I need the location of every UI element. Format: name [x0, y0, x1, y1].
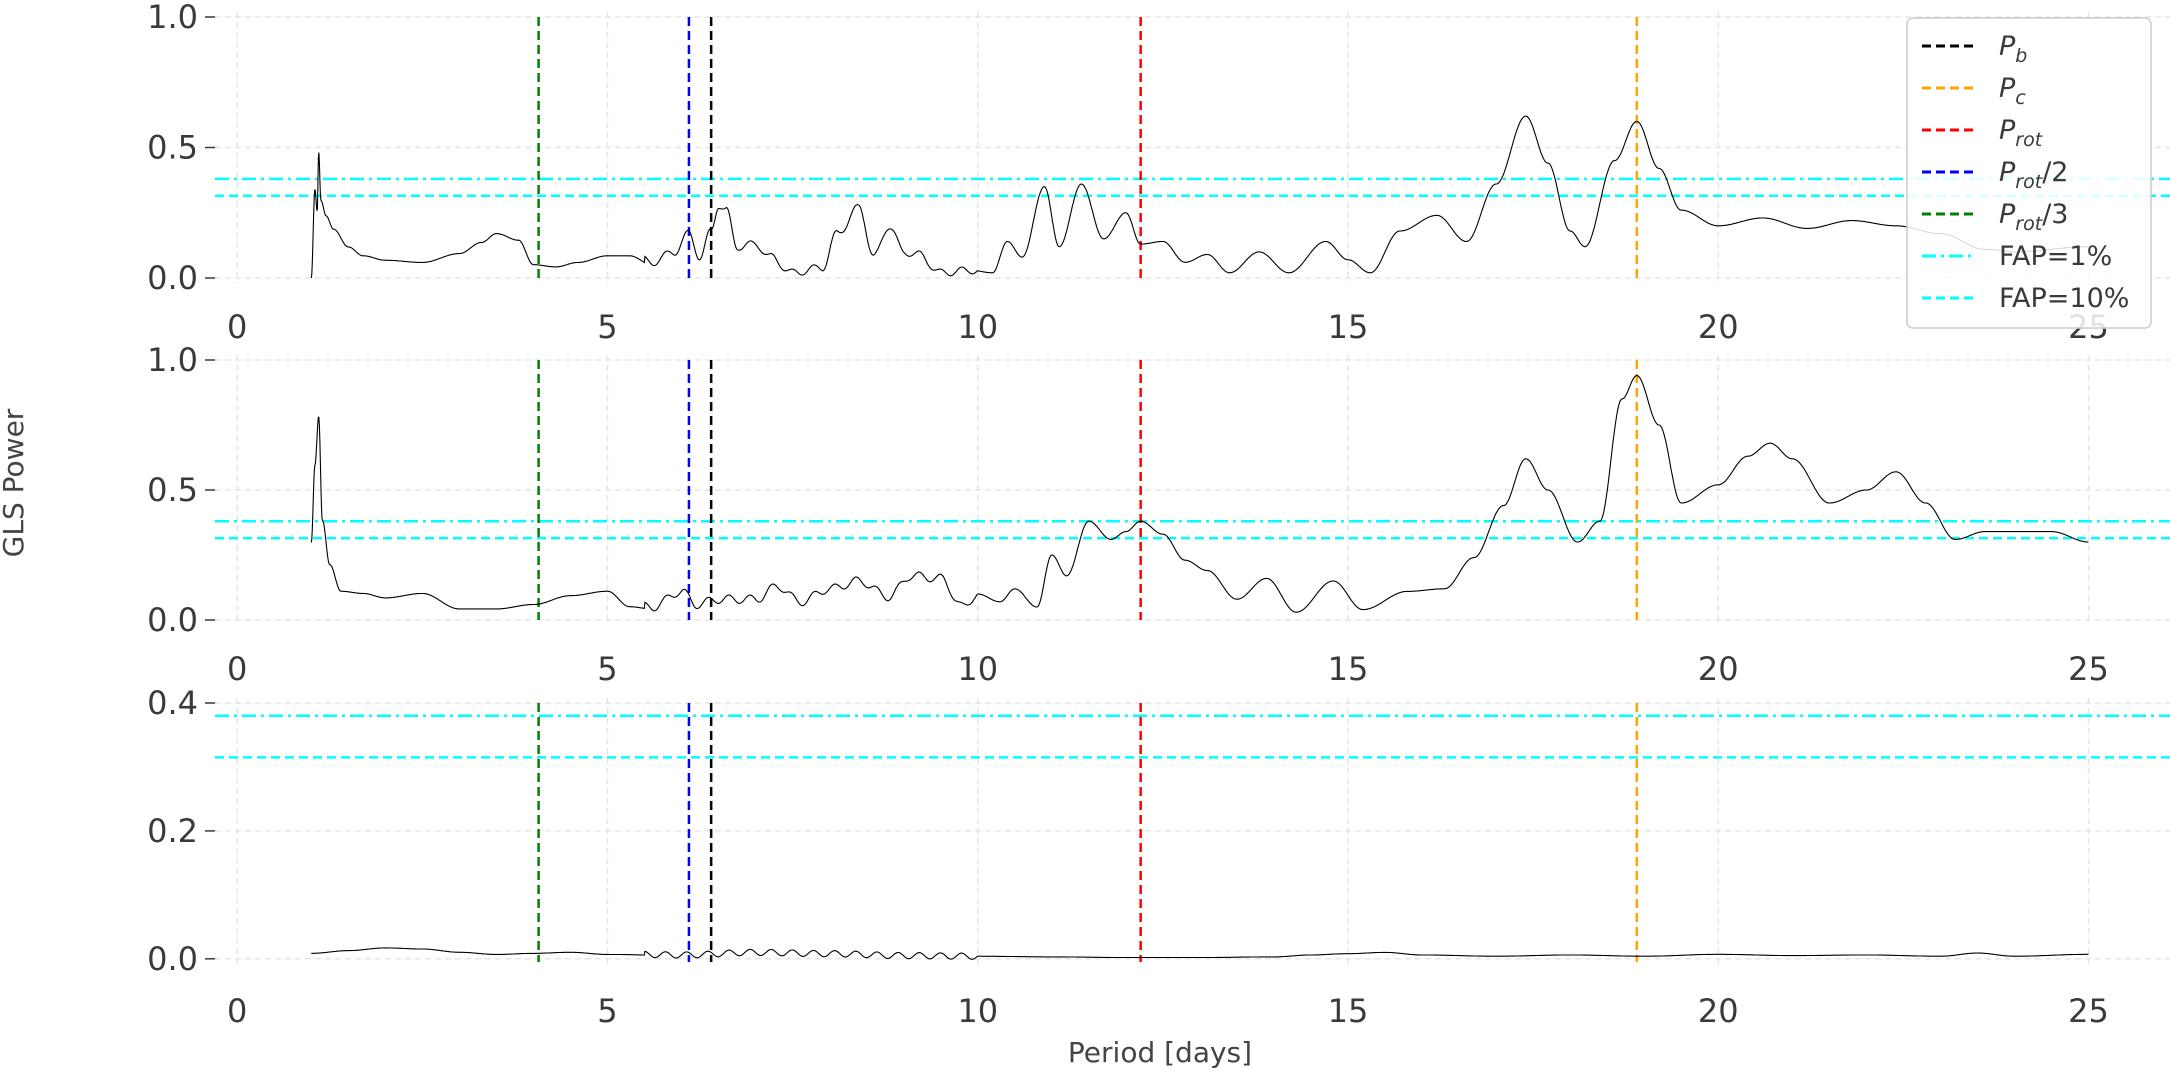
legend-label: FAP=10%: [1999, 283, 2129, 314]
x-tick-label: 5: [597, 308, 617, 346]
legend-label: Prot/3: [1999, 199, 2068, 235]
legend-label: Prot: [1999, 115, 2044, 151]
y-tick-label: 0.0: [147, 940, 198, 978]
x-tick-label: 15: [1328, 308, 1369, 346]
x-tick-label: 20: [1698, 308, 1739, 346]
panel-2: 0.0 0.5 1.0 0 5 10 15 20 25: [147, 341, 2170, 688]
y-tick-label: 0.2: [147, 812, 198, 850]
x-tick-label: 25: [2068, 650, 2109, 688]
x-tick-label: 25: [2068, 992, 2109, 1030]
y-tick-label: 0.4: [147, 684, 198, 722]
x-tick-label: 0: [227, 308, 247, 346]
x-tick-label: 10: [957, 992, 998, 1030]
y-tick-label: 0.0: [147, 259, 198, 297]
x-tick-label: 10: [957, 650, 998, 688]
y-tick-label: 0.5: [147, 129, 198, 167]
x-tick-label: 5: [597, 650, 617, 688]
x-tick-label: 5: [597, 992, 617, 1030]
periodogram-line: [311, 947, 2089, 960]
y-axis-label: GLS Power: [0, 408, 30, 557]
panels: 0.00.51.005101520250.00.51.005101520250.…: [147, 0, 2170, 1030]
legend-label: FAP=1%: [1999, 241, 2112, 272]
y-tick-label: 0.5: [147, 471, 198, 509]
x-axis-label: Period [days]: [1068, 1036, 1252, 1069]
y-tick-label: 1.0: [147, 341, 198, 379]
y-tick-label: 1.0: [147, 0, 198, 36]
x-tick-label: 0: [227, 650, 247, 688]
periodogram-line: [310, 115, 2089, 279]
legend: Pb Pc Prot Prot/2 Prot/3 FAP=1% FAP=10%: [1906, 17, 2152, 329]
x-tick-label: 15: [1328, 650, 1369, 688]
y-tick-label: 0.0: [147, 601, 198, 639]
x-tick-label: 10: [957, 308, 998, 346]
legend-frame: [1906, 17, 2152, 329]
x-tick-label: 20: [1698, 992, 1739, 1030]
x-tick-label: 0: [227, 992, 247, 1030]
legend-label: Pb: [1999, 31, 2027, 67]
periodogram-line: [310, 375, 2089, 613]
panel-3: 0.0 0.2 0.4 0 5 10 15 20 25: [147, 684, 2170, 1030]
legend-label: Prot/2: [1999, 157, 2068, 193]
x-tick-label: 20: [1698, 650, 1739, 688]
legend-label: Pc: [1999, 73, 2026, 109]
x-tick-label: 15: [1328, 992, 1369, 1030]
